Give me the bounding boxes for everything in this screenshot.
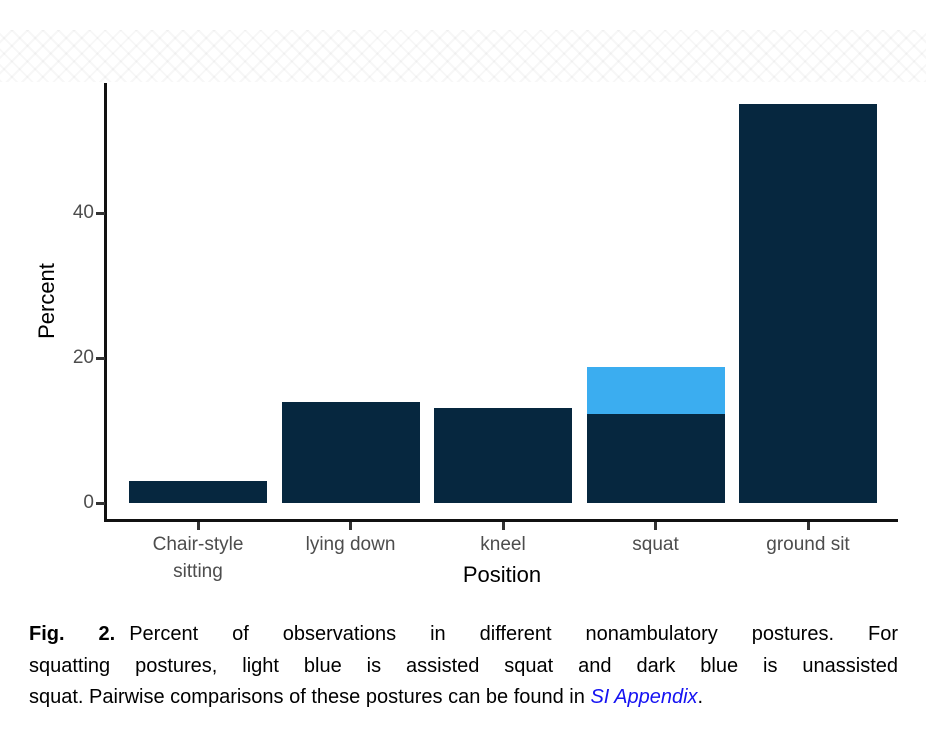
bar-segment-dark [739,104,877,503]
bar-kneel [434,408,572,503]
y-tick-label: 40 [72,202,94,223]
x-tick [196,522,200,530]
x-tick-label-squat: squat [632,531,678,558]
bar-segment-dark [586,413,725,503]
x-tick [654,522,657,530]
y-tick [96,356,105,360]
caption-line-3: squat. Pairwise comparisons of these pos… [29,682,898,714]
x-axis-title: Position [462,562,542,587]
x-tick-label-line: kneel [480,534,526,555]
x-tick [349,522,352,530]
y-axis-title: Percent [34,263,59,339]
y-axis-line [104,83,107,522]
si-appendix-link[interactable]: SI Appendix [590,686,698,708]
caption-text-2: squatting postures, light blue is assist… [29,654,898,677]
bar-squat [586,366,725,503]
x-tick-label-lying-down: lying down [306,531,396,558]
caption-text-1: Percent of observations in different non… [129,623,898,645]
y-tick [96,501,105,505]
caption-line-2: squatting postures, light blue is assist… [29,651,898,683]
figure-label: Fig. 2. [29,623,116,645]
y-tick [96,211,105,215]
bar-segment-dark [129,481,267,503]
x-tick-label-kneel: kneel [480,531,525,558]
x-tick [806,522,810,530]
figure-caption: Fig. 2. Percent of observations in differ… [29,619,898,714]
bar-segment-dark [281,402,420,503]
bar-chair-style-sitting [129,481,267,503]
bar-segment-dark [434,408,572,503]
caption-line-1: Fig. 2. Percent of observations in differ… [29,619,898,651]
x-tick-label-line: squat [632,534,679,555]
x-tick [501,522,505,530]
x-tick-label-line: lying down [305,534,396,555]
y-tick-label: 20 [72,347,94,368]
scan-artifact-band [0,30,926,82]
x-axis-line [104,519,898,522]
x-tick-label-line: Chair-style [152,534,244,555]
x-tick-label-line: ground sit [766,534,850,555]
bar-lying-down [281,402,420,503]
x-tick-label-line: sitting [173,561,223,582]
caption-text-3: squat. Pairwise comparisons of these pos… [29,686,591,708]
y-tick-label: 0 [83,492,94,513]
caption-text-3-end: . [697,686,704,708]
bar-ground-sit [739,104,877,503]
x-tick-label-ground-sit: ground sit [766,531,849,558]
bar-segment-light [586,366,725,414]
x-tick-label-chair-style-sitting: Chair-style sitting [153,531,244,585]
